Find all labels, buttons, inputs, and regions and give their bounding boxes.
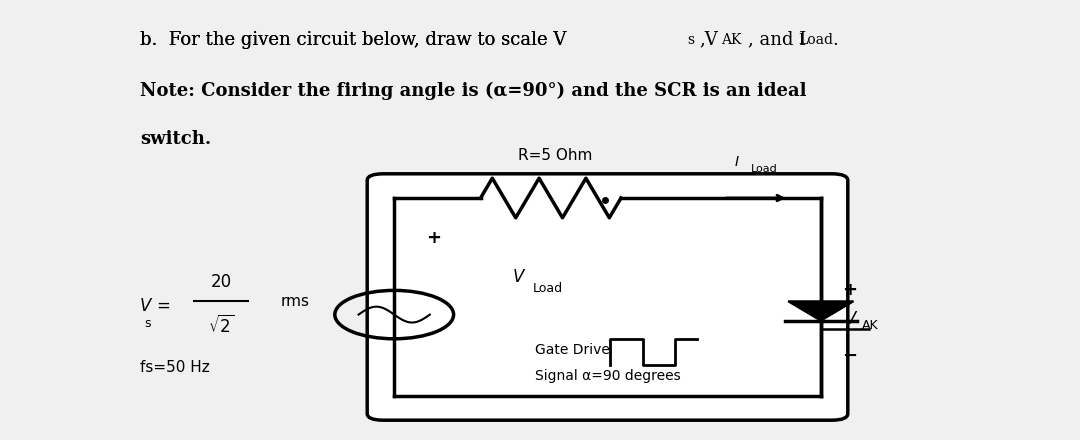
- Text: b.  For the given circuit below, draw to scale V: b. For the given circuit below, draw to …: [140, 31, 567, 49]
- Text: =: =: [157, 297, 171, 315]
- Text: 20: 20: [211, 273, 232, 290]
- Text: V: V: [513, 268, 525, 286]
- Text: switch.: switch.: [140, 130, 212, 148]
- Polygon shape: [788, 301, 853, 321]
- Text: −: −: [842, 347, 858, 365]
- Text: V: V: [139, 297, 151, 315]
- Text: Gate Drive: Gate Drive: [535, 343, 609, 357]
- Text: rms: rms: [281, 294, 310, 309]
- FancyBboxPatch shape: [367, 174, 848, 420]
- Text: , and I: , and I: [748, 31, 807, 49]
- Text: Note: Consider the firing angle is (α=90°) and the SCR is an ideal: Note: Consider the firing angle is (α=90…: [140, 81, 807, 99]
- Text: s: s: [145, 317, 151, 330]
- Text: R=5 Ohm: R=5 Ohm: [518, 148, 593, 163]
- Text: +: +: [427, 229, 442, 247]
- Text: AK: AK: [721, 33, 742, 47]
- Text: I: I: [734, 155, 739, 169]
- Text: fs=50 Hz: fs=50 Hz: [140, 360, 211, 375]
- Text: Signal α=90 degrees: Signal α=90 degrees: [535, 369, 680, 383]
- Text: $\sqrt{2}$: $\sqrt{2}$: [208, 315, 234, 337]
- Text: b.  For the given circuit below, draw to scale V: b. For the given circuit below, draw to …: [140, 31, 567, 49]
- Text: V: V: [845, 310, 856, 328]
- Text: s: s: [687, 33, 694, 47]
- Text: .: .: [833, 31, 838, 49]
- Text: AK: AK: [862, 319, 878, 332]
- Text: Load: Load: [532, 282, 563, 295]
- Text: Load: Load: [798, 33, 833, 47]
- Text: +: +: [842, 282, 858, 299]
- Text: Load: Load: [751, 164, 778, 174]
- Text: ,V: ,V: [700, 31, 718, 49]
